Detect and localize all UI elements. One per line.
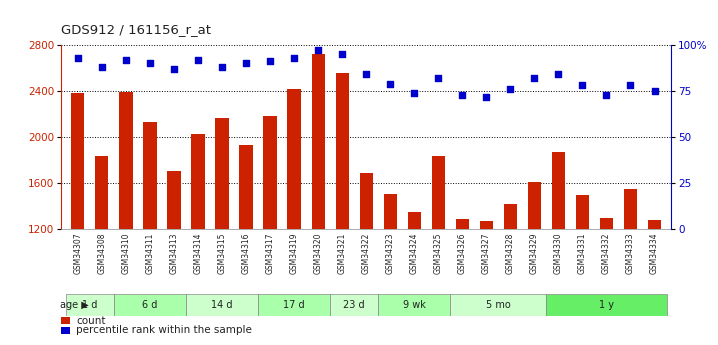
Text: GSM34328: GSM34328: [506, 233, 515, 274]
Text: 17 d: 17 d: [284, 300, 305, 310]
Bar: [576, 195, 589, 229]
Text: GDS912 / 161156_r_at: GDS912 / 161156_r_at: [61, 23, 211, 36]
Point: [120, 57, 131, 62]
Text: GSM34333: GSM34333: [626, 233, 635, 274]
Bar: [552, 152, 565, 229]
Text: GSM34313: GSM34313: [169, 233, 179, 274]
Text: percentile rank within the sample: percentile rank within the sample: [76, 325, 252, 335]
Point: [96, 64, 108, 70]
Text: 6 d: 6 d: [142, 300, 158, 310]
Point: [649, 88, 661, 94]
Bar: [624, 189, 637, 229]
Point: [289, 55, 300, 60]
Text: 5 mo: 5 mo: [486, 300, 510, 310]
Point: [457, 92, 468, 97]
Text: 23 d: 23 d: [343, 300, 365, 310]
Text: GSM34322: GSM34322: [362, 233, 370, 274]
Bar: [192, 134, 205, 229]
Bar: [528, 182, 541, 229]
Point: [168, 66, 180, 72]
Bar: [287, 89, 301, 229]
Bar: [186, 294, 258, 316]
Text: GSM34330: GSM34330: [554, 233, 563, 274]
Text: age ▶: age ▶: [60, 300, 88, 310]
Bar: [312, 54, 325, 229]
Text: 9 wk: 9 wk: [403, 300, 426, 310]
Text: 14 d: 14 d: [211, 300, 233, 310]
Bar: [61, 327, 70, 334]
Bar: [215, 118, 228, 229]
Text: GSM34316: GSM34316: [241, 233, 251, 274]
Bar: [239, 145, 253, 229]
Bar: [71, 93, 85, 229]
Point: [505, 86, 516, 92]
Point: [264, 59, 276, 64]
Bar: [383, 194, 397, 229]
Bar: [456, 219, 469, 229]
Text: GSM34321: GSM34321: [337, 233, 347, 274]
Text: GSM34325: GSM34325: [434, 233, 443, 274]
Bar: [480, 221, 493, 229]
Bar: [119, 92, 133, 229]
Bar: [264, 116, 276, 229]
Text: GSM34311: GSM34311: [146, 233, 154, 274]
Point: [432, 75, 444, 81]
Bar: [408, 212, 421, 229]
Bar: [600, 218, 613, 229]
Text: GSM34329: GSM34329: [530, 233, 539, 274]
Bar: [546, 294, 666, 316]
Point: [625, 83, 636, 88]
Text: GSM34323: GSM34323: [386, 233, 395, 274]
Text: GSM34308: GSM34308: [98, 233, 106, 274]
Text: 1 y: 1 y: [599, 300, 614, 310]
Text: GSM34331: GSM34331: [578, 233, 587, 274]
Point: [72, 55, 83, 60]
Text: GSM34314: GSM34314: [193, 233, 202, 274]
Text: 1 d: 1 d: [82, 300, 98, 310]
Bar: [114, 294, 186, 316]
Text: GSM34315: GSM34315: [218, 233, 226, 274]
Text: GSM34326: GSM34326: [458, 233, 467, 274]
Bar: [648, 220, 661, 229]
Text: GSM34319: GSM34319: [289, 233, 299, 274]
Point: [384, 81, 396, 86]
Text: GSM34327: GSM34327: [482, 233, 491, 274]
Bar: [504, 204, 517, 229]
Text: GSM34332: GSM34332: [602, 233, 611, 274]
Bar: [432, 156, 445, 229]
Bar: [330, 294, 378, 316]
Point: [480, 94, 492, 99]
Text: GSM34307: GSM34307: [73, 233, 83, 274]
Text: GSM34334: GSM34334: [650, 233, 659, 274]
Point: [601, 92, 612, 97]
Bar: [144, 122, 157, 229]
Bar: [335, 72, 349, 229]
Point: [192, 57, 204, 62]
Bar: [66, 294, 114, 316]
Point: [216, 64, 228, 70]
Point: [409, 90, 420, 96]
Text: GSM34324: GSM34324: [410, 233, 419, 274]
Point: [360, 72, 372, 77]
Bar: [360, 173, 373, 229]
Point: [337, 51, 348, 57]
Bar: [258, 294, 330, 316]
Text: GSM34317: GSM34317: [266, 233, 274, 274]
Point: [577, 83, 588, 88]
Point: [241, 61, 252, 66]
Text: GSM34310: GSM34310: [121, 233, 131, 274]
Bar: [378, 294, 450, 316]
Bar: [95, 156, 108, 229]
Text: GSM34320: GSM34320: [314, 233, 322, 274]
Point: [553, 72, 564, 77]
Point: [144, 61, 156, 66]
Point: [528, 75, 540, 81]
Bar: [450, 294, 546, 316]
Bar: [167, 170, 180, 229]
Point: [312, 48, 324, 53]
Bar: [61, 317, 70, 325]
Text: count: count: [76, 316, 106, 326]
